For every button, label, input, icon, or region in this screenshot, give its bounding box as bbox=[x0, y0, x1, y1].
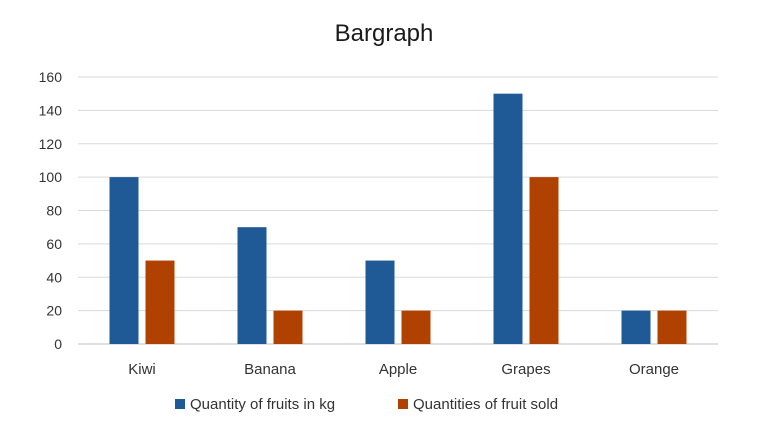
legend-swatch bbox=[175, 399, 185, 409]
bar-orange-series-2 bbox=[657, 310, 687, 344]
chart-title: Bargraph bbox=[334, 20, 434, 47]
y-tick-label: 100 bbox=[39, 169, 63, 185]
y-tick-label: 80 bbox=[46, 203, 62, 219]
bar-banana-series-2 bbox=[273, 310, 303, 344]
y-tick-label: 140 bbox=[39, 102, 63, 118]
bar-kiwi-series-1 bbox=[109, 177, 139, 344]
bar-grapes-series-2 bbox=[529, 177, 559, 344]
legend-swatch bbox=[398, 399, 408, 409]
bar-grapes-series-1 bbox=[493, 93, 523, 344]
y-tick-label: 60 bbox=[46, 236, 62, 252]
bar-orange-series-1 bbox=[621, 310, 651, 344]
bar-apple-series-1 bbox=[365, 260, 395, 344]
y-tick-label: 0 bbox=[54, 336, 62, 352]
bar-apple-series-2 bbox=[401, 310, 431, 344]
x-tick-label: Orange bbox=[629, 361, 679, 378]
x-tick-label: Apple bbox=[379, 361, 417, 378]
legend-label: Quantities of fruit sold bbox=[413, 396, 558, 413]
y-tick-label: 20 bbox=[46, 303, 62, 319]
y-tick-label: 160 bbox=[39, 69, 63, 85]
x-tick-label: Grapes bbox=[501, 361, 550, 378]
bar-banana-series-1 bbox=[237, 227, 267, 344]
bar-kiwi-series-2 bbox=[145, 260, 175, 344]
x-tick-label: Kiwi bbox=[128, 361, 156, 378]
x-tick-label: Banana bbox=[244, 361, 296, 378]
y-tick-label: 120 bbox=[39, 136, 63, 152]
y-tick-label: 40 bbox=[46, 269, 62, 285]
legend-label: Quantity of fruits in kg bbox=[190, 396, 335, 413]
